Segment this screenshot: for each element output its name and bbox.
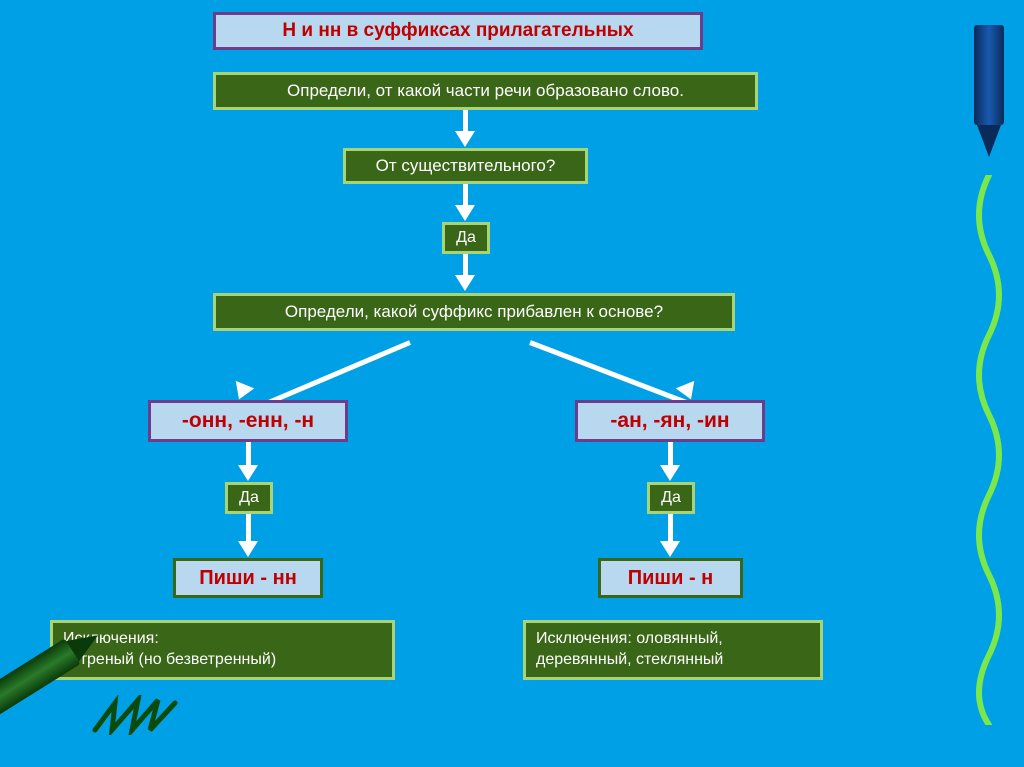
arrow-line xyxy=(668,442,673,466)
arrow-line xyxy=(246,442,251,466)
left-suffix-text: -онн, -енн, -н xyxy=(182,409,314,433)
squiggle-icon xyxy=(967,175,1012,725)
arrow-line xyxy=(463,184,468,206)
left-suffix-box: -онн, -енн, -н xyxy=(148,400,348,442)
title-text: Н и нн в суффиксах прилагательных xyxy=(282,20,633,42)
yes3-box: Да xyxy=(647,482,695,514)
arrow-line xyxy=(463,110,468,132)
crayon-blue-icon xyxy=(974,25,1004,160)
arrow-head xyxy=(660,465,680,481)
arrow-head xyxy=(455,131,475,147)
step2-text: От существительного? xyxy=(376,156,556,176)
title-box: Н и нн в суффиксах прилагательных xyxy=(213,12,703,50)
arrow-line xyxy=(246,514,251,542)
arrow-head xyxy=(660,541,680,557)
step3-box: Определи, какой суффикс прибавлен к осно… xyxy=(213,293,735,331)
arrow-diag-right xyxy=(529,340,699,409)
arrow-head xyxy=(455,205,475,221)
exc-right-label: Исключения: xyxy=(536,630,632,647)
write-nn-text: Пиши - нн xyxy=(199,567,297,590)
right-suffix-box: -ан, -ян, -ин xyxy=(575,400,765,442)
yes3-text: Да xyxy=(661,489,681,507)
arrow-line xyxy=(463,254,468,276)
right-suffix-text: -ан, -ян, -ин xyxy=(610,409,729,433)
write-nn-box: Пиши - нн xyxy=(173,558,323,598)
yes2-box: Да xyxy=(225,482,273,514)
step2-box: От существительного? xyxy=(343,148,588,184)
yes1-text: Да xyxy=(456,229,476,247)
arrow-line xyxy=(668,514,673,542)
step3-text: Определи, какой суффикс прибавлен к осно… xyxy=(285,302,663,322)
write-n-text: Пиши - н xyxy=(628,567,714,590)
arrow-head xyxy=(455,275,475,291)
arrow-head xyxy=(238,465,258,481)
write-n-box: Пиши - н xyxy=(598,558,743,598)
yes1-box: Да xyxy=(442,222,490,254)
step1-box: Определи, от какой части речи образовано… xyxy=(213,72,758,110)
yes2-text: Да xyxy=(239,489,259,507)
green-scribble-icon xyxy=(90,695,180,735)
exception-right-box: Исключения: оловянный, деревянный, стекл… xyxy=(523,620,823,680)
step1-text: Определи, от какой части речи образовано… xyxy=(287,81,684,101)
arrow-head xyxy=(238,541,258,557)
